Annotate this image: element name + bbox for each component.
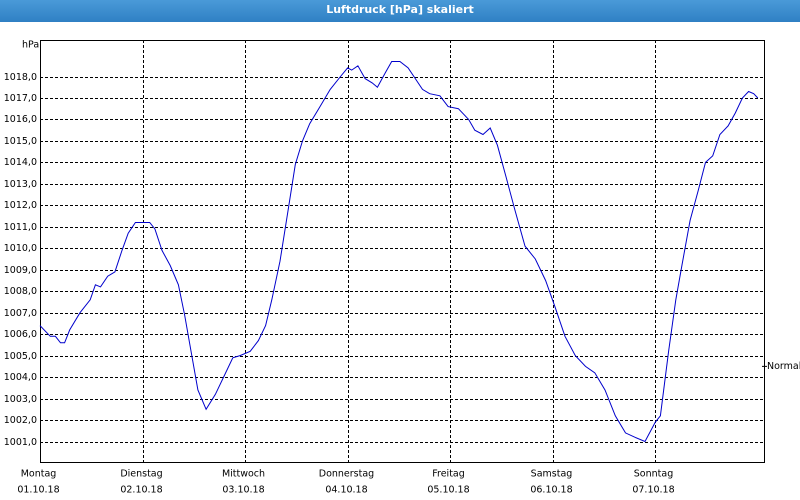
y-unit: hPa [22,40,39,51]
y-tick-label: 1008,0 [4,286,37,297]
y-tick-label: 1016,0 [4,114,37,125]
y-tick-label: 1003,0 [4,394,37,405]
y-tick-label: 1006,0 [4,329,37,340]
x-tick-label: Donnerstag [319,469,374,480]
x-tick-label: Mittwoch [222,469,265,480]
y-tick-label: 1004,0 [4,372,37,383]
data-line [39,61,759,443]
x-tick-date: 02.10.18 [120,485,162,496]
x-tick-label: Samstag [531,469,573,480]
y-tick-label: 1002,0 [4,415,37,426]
x-tick-label: Dienstag [120,469,162,480]
y-tick-label: 1010,0 [4,243,37,254]
x-tick-date: 03.10.18 [222,485,264,496]
normal-label: Normal [767,361,800,372]
y-tick-label: 1013,0 [4,179,37,190]
x-tick-date: 04.10.18 [325,485,367,496]
y-tick-label: 1009,0 [4,265,37,276]
y-tick-label: 1001,0 [4,437,37,448]
y-tick-label: 1015,0 [4,136,37,147]
y-tick-label: 1007,0 [4,308,37,319]
x-tick-label: Freitag [432,469,465,480]
x-tick-date: 01.10.18 [17,485,59,496]
x-tick-date: 07.10.18 [632,485,674,496]
x-tick-date: 05.10.18 [427,485,469,496]
x-tick-label: Sonntag [634,469,673,480]
y-tick-label: 1018,0 [4,72,37,83]
y-tick-label: 1017,0 [4,93,37,104]
x-tick-date: 06.10.18 [530,485,572,496]
x-tick-label: Montag [21,469,57,480]
y-tick-label: 1014,0 [4,157,37,168]
y-tick-label: 1012,0 [4,200,37,211]
y-tick-label: 1011,0 [4,222,37,233]
y-tick-label: 1005,0 [4,351,37,362]
title-bar: Luftdruck [hPa] skaliert [0,0,800,22]
